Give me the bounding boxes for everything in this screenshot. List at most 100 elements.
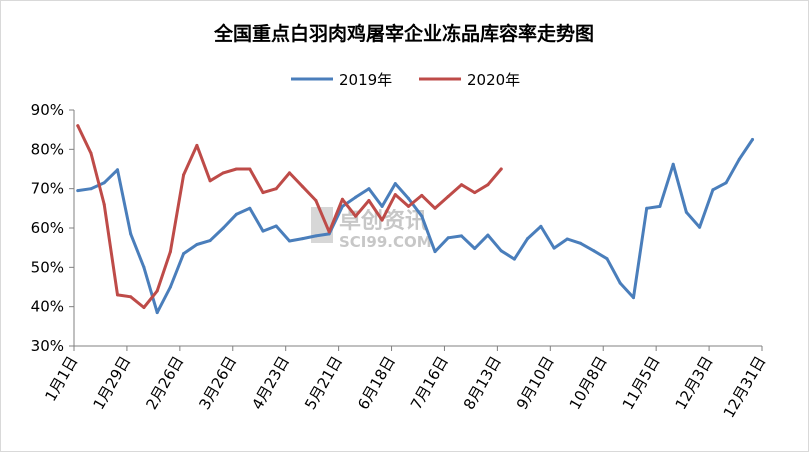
data-point-2019年: [632, 296, 635, 300]
data-point-2019年: [235, 212, 238, 216]
x-tick-label: 6月18日: [354, 353, 399, 413]
legend: 2019年 2020年: [291, 71, 520, 89]
data-point-2020年: [380, 218, 384, 222]
data-point-2020年: [433, 206, 437, 210]
data-point-2020年: [261, 191, 265, 195]
data-point-2019年: [724, 181, 728, 185]
data-point-2019年: [698, 225, 702, 229]
data-point-2019年: [195, 243, 199, 246]
y-tick-label: 50%: [31, 258, 64, 276]
data-point-2019年: [671, 162, 675, 166]
data-point-2019年: [261, 229, 265, 233]
data-point-2020年: [367, 199, 371, 202]
data-point-2019年: [208, 239, 212, 243]
chart-title: 全国重点白羽肉鸡屠宰企业冻品库容率走势图: [213, 22, 594, 45]
data-point-2019年: [605, 257, 609, 261]
data-point-2020年: [155, 289, 159, 293]
data-point-2019年: [512, 257, 516, 261]
data-point-2020年: [354, 214, 358, 218]
y-tick-label: 80%: [31, 140, 64, 158]
x-tick-label: 1月29日: [89, 353, 134, 413]
watermark-sub: SCI99.COM: [339, 233, 432, 251]
data-point-2020年: [235, 167, 238, 171]
data-point-2019年: [460, 234, 463, 238]
x-tick-label: 8月13日: [460, 353, 505, 413]
watermark: 卓创资讯 SCI99.COM: [311, 207, 432, 251]
x-tick-label: 3月26日: [195, 353, 240, 413]
data-point-2020年: [327, 230, 331, 234]
data-point-2019年: [248, 206, 252, 210]
data-point-2020年: [446, 195, 450, 198]
data-point-2020年: [393, 193, 397, 197]
data-point-2020年: [195, 143, 199, 147]
data-point-2019年: [314, 234, 318, 238]
data-point-2019年: [182, 252, 186, 256]
data-point-2019年: [526, 237, 530, 241]
data-point-2020年: [182, 173, 186, 177]
data-point-2020年: [116, 293, 119, 297]
series-layer: [76, 124, 754, 315]
data-point-2020年: [314, 199, 318, 202]
data-point-2019年: [552, 246, 556, 250]
data-point-2019年: [367, 187, 371, 191]
data-point-2019年: [102, 181, 106, 185]
y-tick-label: 40%: [31, 298, 64, 316]
legend-label-2020: 2020年: [467, 71, 520, 89]
x-tick-label: 4月23日: [248, 353, 293, 413]
data-point-2019年: [274, 224, 278, 228]
x-tick-label: 10月8日: [566, 353, 611, 413]
data-point-2020年: [473, 191, 477, 195]
y-tick-label: 60%: [31, 219, 64, 237]
data-point-2020年: [288, 171, 291, 175]
x-tick-label: 1月1日: [41, 353, 81, 405]
data-point-2019年: [499, 249, 503, 253]
data-point-2019年: [645, 206, 649, 210]
data-point-2020年: [168, 250, 172, 254]
y-tick-label: 70%: [31, 180, 64, 198]
data-point-2019年: [684, 210, 688, 214]
data-point-2019年: [433, 250, 437, 254]
data-point-2019年: [89, 187, 93, 191]
x-tick-label: 7月16日: [407, 353, 452, 413]
x-tick-label: 5月21日: [301, 353, 346, 413]
x-tick-label: 9月10日: [513, 353, 558, 413]
data-point-2019年: [221, 226, 225, 230]
y-tick-label: 30%: [31, 337, 64, 355]
data-point-2019年: [288, 239, 291, 243]
data-point-2019年: [420, 214, 424, 218]
data-point-2020年: [129, 295, 133, 299]
data-point-2020年: [142, 306, 146, 309]
data-point-2019年: [354, 195, 358, 199]
data-point-2020年: [221, 171, 225, 175]
data-point-2020年: [486, 183, 490, 187]
series-line-2020年: [76, 124, 503, 309]
data-point-2020年: [407, 204, 410, 208]
x-tick-label: 12月31日: [720, 353, 770, 421]
data-point-2020年: [102, 202, 106, 206]
data-point-2019年: [737, 157, 741, 161]
x-tick-label: 2月26日: [142, 353, 187, 413]
data-point-2019年: [592, 249, 596, 253]
data-point-2020年: [76, 124, 80, 128]
data-point-2019年: [486, 233, 490, 237]
data-point-2019年: [380, 204, 384, 208]
data-point-2019年: [155, 311, 159, 315]
data-point-2020年: [460, 183, 463, 187]
data-point-2020年: [274, 187, 278, 191]
data-point-2019年: [142, 265, 146, 269]
data-point-2019年: [711, 188, 715, 192]
data-point-2019年: [393, 182, 397, 186]
data-point-2019年: [168, 285, 172, 289]
data-point-2019年: [301, 237, 305, 241]
data-point-2019年: [76, 189, 80, 193]
data-point-2019年: [129, 232, 133, 236]
data-point-2020年: [248, 167, 252, 171]
data-point-2020年: [301, 185, 305, 189]
data-point-2019年: [407, 197, 410, 200]
data-point-2020年: [89, 151, 93, 155]
data-point-2020年: [340, 197, 344, 201]
data-point-2019年: [116, 168, 119, 172]
data-point-2019年: [539, 224, 543, 228]
data-point-2019年: [446, 236, 450, 240]
legend-label-2019: 2019年: [339, 71, 392, 89]
